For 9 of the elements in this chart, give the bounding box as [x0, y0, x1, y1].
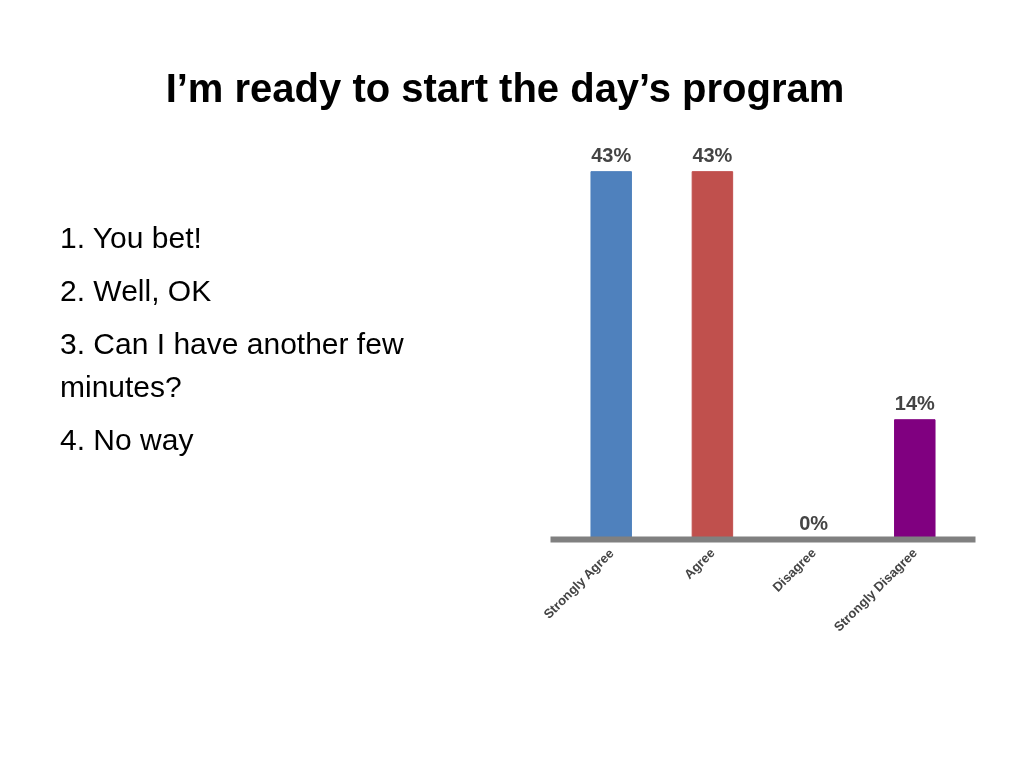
data-label: 43% — [692, 143, 733, 166]
text: 1. You bet! — [60, 220, 202, 257]
data-label: 14% — [894, 391, 936, 414]
text: 3. Can I have another few minutes? — [60, 325, 405, 405]
text: 2. Well, OK — [60, 273, 212, 309]
data-label: 0% — [799, 511, 829, 534]
chart-title: I’m ready to start the day’s program — [165, 65, 845, 112]
data-label: 43% — [591, 143, 632, 166]
text: 4. No way — [60, 421, 194, 458]
